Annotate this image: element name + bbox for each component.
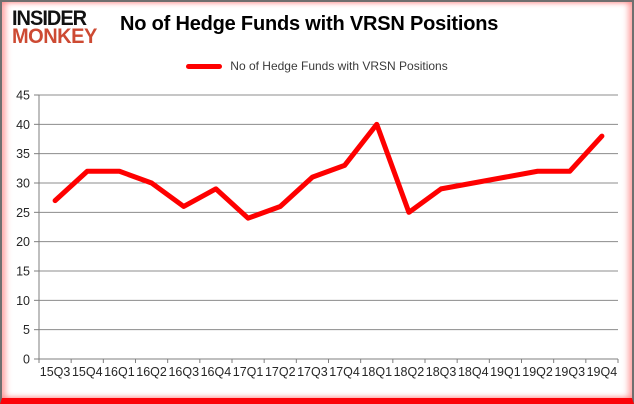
x-tick-label: 17Q2 <box>265 365 296 379</box>
y-tick-label: 10 <box>16 294 30 308</box>
x-tick-label: 18Q3 <box>426 365 457 379</box>
y-tick-label: 15 <box>16 265 30 279</box>
logo-text-monkey: MONKEY <box>12 24 97 49</box>
insider-monkey-logo: INSIDER MONKEY <box>12 6 97 49</box>
y-tick-label: 5 <box>23 323 30 337</box>
x-tick-label: 16Q2 <box>136 365 167 379</box>
y-tick-label: 35 <box>16 147 30 161</box>
x-tick-label: 15Q4 <box>72 365 103 379</box>
chart-title: No of Hedge Funds with VRSN Positions <box>120 13 499 35</box>
x-tick-label: 16Q4 <box>201 365 232 379</box>
legend-line-swatch <box>186 63 223 69</box>
x-tick-label: 18Q2 <box>394 365 425 379</box>
x-tick-label: 15Q3 <box>40 365 71 379</box>
y-tick-label: 45 <box>16 89 30 103</box>
x-tick-label: 19Q3 <box>554 365 585 379</box>
x-tick-label: 19Q4 <box>587 365 618 379</box>
y-tick-label: 30 <box>16 177 30 191</box>
series-line <box>52 121 605 221</box>
x-tick-label: 16Q1 <box>104 365 135 379</box>
y-tick-label: 40 <box>16 118 30 132</box>
x-tick-label: 19Q1 <box>490 365 521 379</box>
x-tick-label: 17Q1 <box>233 365 264 379</box>
y-tick-label: 20 <box>16 235 30 249</box>
x-tick-label: 18Q1 <box>361 365 392 379</box>
y-tick-label: 25 <box>16 206 30 220</box>
y-tick-label: 0 <box>23 353 30 367</box>
x-tick-label: 17Q3 <box>297 365 328 379</box>
legend-label: No of Hedge Funds with VRSN Positions <box>230 59 448 73</box>
x-tick-label: 17Q4 <box>329 365 360 379</box>
x-tick-label: 16Q3 <box>168 365 199 379</box>
x-tick-label: 19Q2 <box>522 365 553 379</box>
logo-text-insider: INSIDER <box>12 6 87 31</box>
x-tick-label: 18Q4 <box>458 365 489 379</box>
chart-legend: No of Hedge Funds with VRSN Positions <box>2 59 632 73</box>
